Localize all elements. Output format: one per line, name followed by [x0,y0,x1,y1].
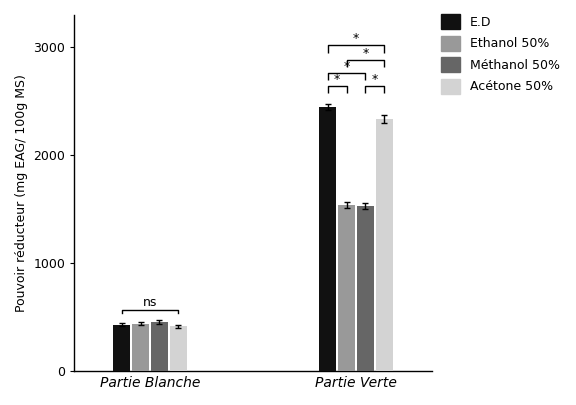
Y-axis label: Pouvoir réducteur (mg EAG/ 100g MS): Pouvoir réducteur (mg EAG/ 100g MS) [15,74,28,312]
Bar [376,119,393,371]
Bar [132,324,149,371]
Bar [151,322,168,371]
Bar [319,107,336,371]
Bar [357,206,374,371]
Text: *: * [343,60,350,73]
Bar [170,326,187,371]
Text: *: * [362,47,369,60]
Text: *: * [372,73,378,86]
Text: *: * [334,73,340,86]
Text: *: * [353,32,359,45]
Legend: E.D, Ethanol 50%, Méthanol 50%, Acétone 50%: E.D, Ethanol 50%, Méthanol 50%, Acétone … [441,14,560,94]
Text: ns: ns [143,296,157,309]
Bar [338,205,355,371]
Bar [113,325,130,371]
